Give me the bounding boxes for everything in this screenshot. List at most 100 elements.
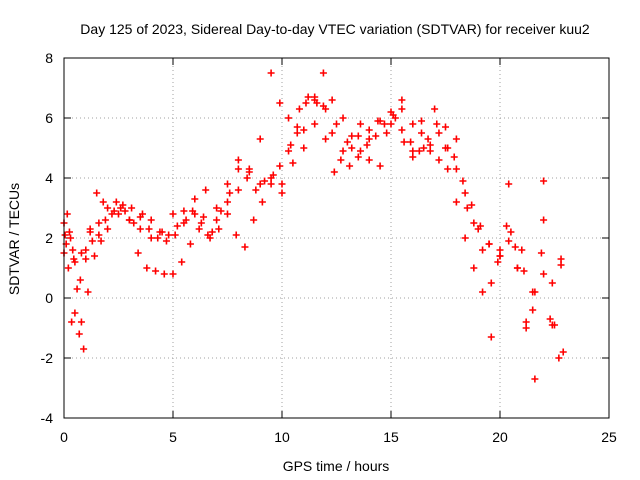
data-point [178,258,186,266]
data-point [200,213,208,221]
data-point [479,246,487,254]
y-tick-label: -4 [41,410,54,426]
data-point [548,279,556,287]
data-point [496,246,504,254]
data-point [540,177,548,185]
data-point [431,105,439,113]
data-point [77,318,85,326]
data-point [548,321,556,329]
data-point [426,141,434,149]
data-point [99,198,107,206]
data-point [234,165,242,173]
data-point [119,201,127,209]
data-point [180,207,188,215]
data-point [217,207,225,215]
data-point [121,207,129,215]
data-point [95,219,103,227]
data-point [470,264,478,272]
data-point [112,198,120,206]
data-point [134,249,142,257]
data-point [269,171,277,179]
data-point [511,243,519,251]
data-point [409,120,417,128]
data-point [522,324,530,332]
data-point [356,120,364,128]
data-point [165,231,173,239]
data-point [468,201,476,209]
data-point [154,234,162,242]
data-point [65,228,73,236]
data-point [363,141,371,149]
data-point [75,330,83,338]
data-point [300,144,308,152]
data-point [348,132,356,140]
y-tick-label: 6 [45,110,53,126]
series-track-1 [60,69,567,356]
data-point [213,204,221,212]
data-point [507,228,515,236]
data-point [82,246,90,254]
data-point [463,204,471,212]
data-point [540,216,548,224]
data-point [356,147,364,155]
data-point [67,234,75,242]
data-point [343,138,351,146]
grid-layer [64,58,609,418]
data-point [82,255,90,263]
data-point [241,243,249,251]
data-point [147,216,155,224]
data-point [398,126,406,134]
data-point [71,258,79,266]
data-point [243,174,251,182]
data-point [195,225,203,233]
data-point [400,138,408,146]
data-point [505,180,513,188]
data-point [186,240,194,248]
data-point [69,246,77,254]
data-point [61,231,69,239]
data-point [479,288,487,296]
data-point [73,285,81,293]
data-point [435,129,443,137]
series-track-4 [60,93,563,362]
data-point [433,120,441,128]
data-point [169,210,177,218]
data-point [104,225,112,233]
data-point [234,186,242,194]
data-point [64,264,72,272]
data-point [459,177,467,185]
data-point [71,309,79,317]
chart-title: Day 125 of 2023, Sidereal Day-to-day VTE… [80,21,590,37]
data-point [461,234,469,242]
data-point [461,189,469,197]
x-tick-label: 0 [60,429,68,445]
data-point [147,234,155,242]
data-point [540,270,548,278]
data-point [136,213,144,221]
data-point [76,276,84,284]
data-point [191,195,199,203]
data-point [208,228,216,236]
data-point [173,222,181,230]
data-point [261,177,269,185]
x-tick-label: 10 [274,429,290,445]
data-point [63,210,71,218]
data-point [95,231,103,239]
x-tick-label: 15 [383,429,399,445]
data-point [276,99,284,107]
data-point [520,267,528,275]
data-point [494,258,502,266]
y-axis-label: SDTVAR / TECUs [6,183,22,295]
data-point [452,135,460,143]
data-point [398,105,406,113]
data-point [328,129,336,137]
data-point [293,123,301,131]
data-point [226,189,234,197]
points-layer [60,69,567,383]
data-point [101,216,109,224]
data-point [328,96,336,104]
x-axis-label: GPS time / hours [283,458,390,474]
data-point [143,264,151,272]
data-point [86,228,94,236]
